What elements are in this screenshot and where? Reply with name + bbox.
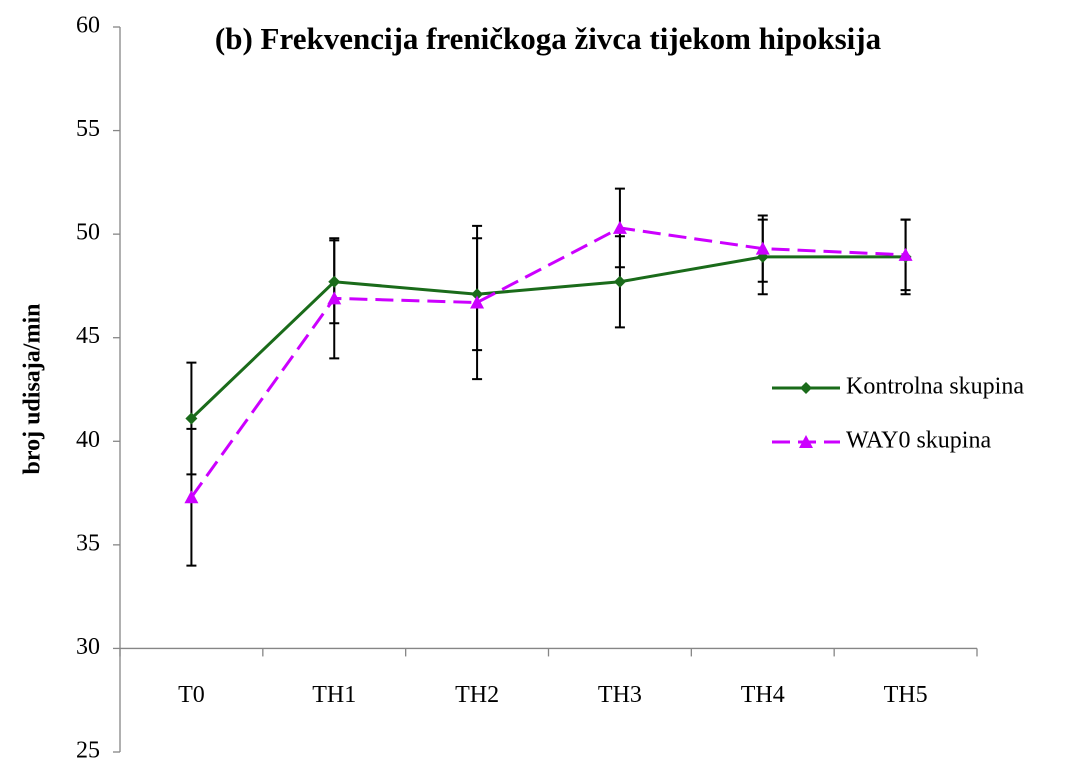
legend-label: Kontrolna skupina [846, 374, 1024, 400]
series-line [190, 226, 906, 499]
marker [471, 288, 484, 301]
marker [612, 220, 627, 234]
y-tick-label: 50 [76, 220, 100, 246]
x-tick-label: TH5 [884, 682, 928, 708]
y-tick-label: 30 [76, 634, 100, 660]
marker [184, 490, 199, 504]
y-tick-label: 60 [76, 13, 100, 39]
y-axis-label: broj udisaja/min [20, 304, 46, 475]
marker [328, 275, 341, 288]
legend-label: WAY0 skupina [846, 428, 991, 454]
marker [800, 382, 812, 394]
marker [470, 295, 485, 309]
marker [185, 412, 198, 425]
marker [799, 435, 813, 448]
marker [898, 247, 913, 261]
series-line [190, 255, 906, 420]
y-tick-label: 25 [76, 738, 100, 761]
chart-title: (b) Frekvencija freničkoga živca tijekom… [215, 21, 882, 56]
y-tick-label: 40 [76, 427, 100, 453]
marker [327, 291, 342, 305]
marker [613, 275, 626, 288]
x-tick-label: T0 [178, 682, 205, 708]
y-tick-label: 45 [76, 323, 100, 349]
x-tick-label: TH2 [455, 682, 499, 708]
x-tick-label: TH4 [741, 682, 785, 708]
y-tick-label: 35 [76, 530, 100, 556]
x-tick-label: TH3 [598, 682, 642, 708]
x-tick-label: TH1 [312, 682, 356, 708]
marker [755, 241, 770, 255]
y-tick-label: 55 [76, 116, 100, 142]
